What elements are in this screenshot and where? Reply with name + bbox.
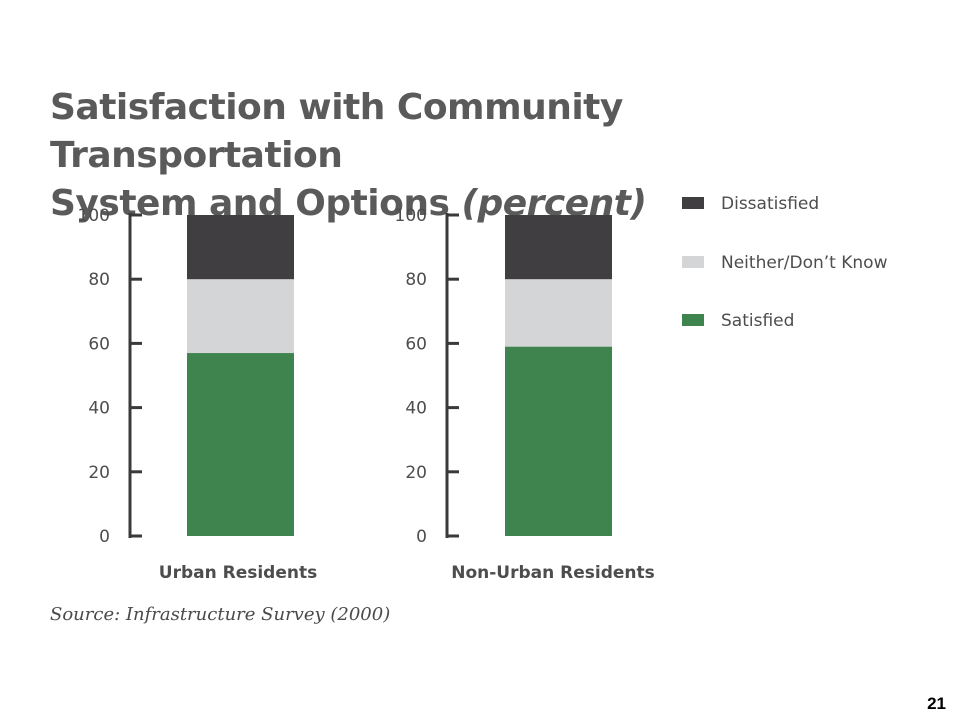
bar-segment-neither-don-t-know: [187, 279, 294, 354]
page-number: 21: [927, 694, 946, 713]
legend-label: Satisfied: [721, 311, 794, 331]
category-label: Urban Residents: [159, 563, 317, 583]
source-note: Source: Infrastructure Survey (2000): [50, 604, 391, 625]
stacked-bar-chart: 0 20 40 60 80 100 Urban Residents 0 20 40 60 80 100 N…: [78, 194, 888, 583]
y-tick-label: 100: [395, 206, 427, 226]
bar-segment-satisfied: [187, 353, 294, 536]
y-tick-label: 0: [416, 527, 427, 547]
y-tick-label: 20: [88, 463, 110, 483]
legend-label: Neither/Don’t Know: [721, 253, 888, 273]
legend-swatch: [682, 197, 704, 209]
y-tick-label: 40: [405, 399, 427, 419]
y-tick-label: 60: [88, 334, 110, 354]
y-tick-label: 60: [405, 334, 427, 354]
bar-segment-dissatisfied: [187, 215, 294, 280]
bar-segment-dissatisfied: [505, 215, 612, 280]
legend-swatch: [682, 314, 704, 326]
chart-title-line1: Satisfaction with Community Transportati…: [50, 87, 623, 176]
category-label: Non-Urban Residents: [451, 563, 655, 583]
bar-segment-satisfied: [505, 346, 612, 536]
y-tick-label: 80: [405, 270, 427, 290]
legend-swatch: [682, 256, 704, 268]
y-tick-label: 80: [88, 270, 110, 290]
chart-title: Satisfaction with Community Transportati…: [50, 84, 910, 228]
legend-label: Dissatisfied: [721, 194, 819, 214]
y-tick-label: 0: [99, 527, 110, 547]
y-tick-label: 100: [78, 206, 110, 226]
y-tick-label: 40: [88, 399, 110, 419]
bar-segment-neither-don-t-know: [505, 279, 612, 347]
y-tick-label: 20: [405, 463, 427, 483]
